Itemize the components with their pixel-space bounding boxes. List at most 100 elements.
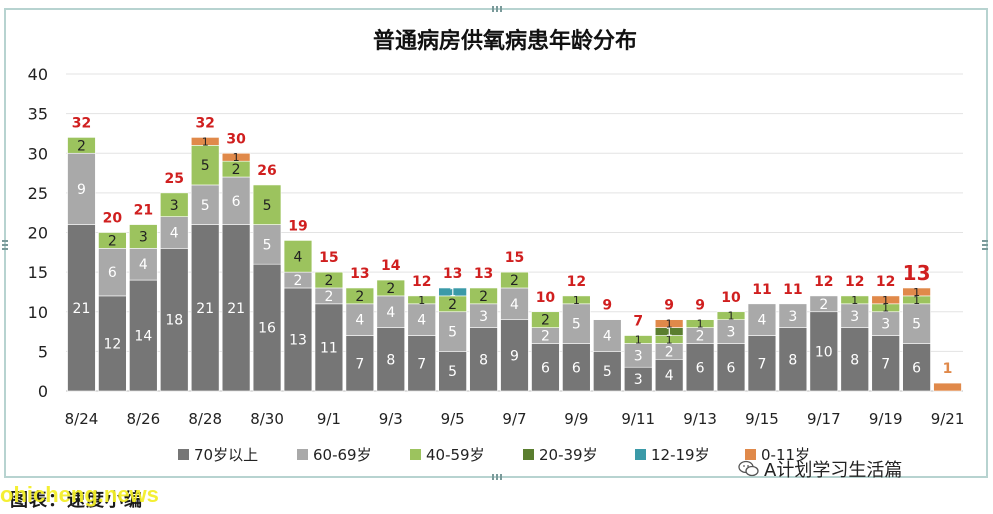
resize-handle-top[interactable] — [492, 6, 502, 12]
bar-segment — [840, 327, 869, 392]
total-label: 25 — [165, 171, 184, 187]
segment-label: 14 — [134, 329, 152, 345]
segment-label: 1 — [418, 294, 425, 307]
total-label: 19 — [288, 218, 307, 234]
bar-segment — [314, 303, 344, 392]
resize-handle-right[interactable] — [982, 240, 988, 250]
segment-label: 5 — [263, 198, 272, 214]
segment-label: 3 — [727, 325, 736, 341]
segment-label: 7 — [881, 356, 890, 372]
segment-label: 5 — [448, 325, 457, 341]
segment-label: 3 — [788, 309, 797, 325]
bar-segment — [438, 287, 467, 297]
x-tick-label: 9/9 — [564, 410, 588, 428]
segment-label: 4 — [757, 313, 766, 329]
segment-label: 4 — [510, 297, 519, 313]
bar-segment — [129, 248, 158, 281]
bar-segment — [345, 287, 375, 305]
bar-segment — [190, 224, 220, 392]
bar-segment — [562, 343, 591, 392]
bar-segment — [469, 287, 498, 305]
segment-label: 2 — [294, 273, 303, 289]
bar-segment — [283, 240, 313, 273]
total-label: 12 — [876, 274, 895, 290]
y-tick-label: 5 — [38, 342, 48, 361]
y-tick-label: 20 — [28, 224, 48, 243]
total-label: 11 — [783, 282, 802, 298]
bar-segment — [624, 335, 653, 344]
segment-label: 1 — [573, 294, 580, 307]
y-tick-label: 10 — [28, 303, 48, 322]
bar-segment — [716, 311, 746, 320]
segment-label: 4 — [355, 313, 364, 329]
x-tick-label: 8/28 — [188, 410, 222, 428]
resize-handle-bottom[interactable] — [492, 474, 502, 480]
segment-label: 2 — [77, 138, 86, 154]
segment-label: 9 — [77, 182, 86, 198]
segment-label: 6 — [696, 360, 705, 376]
legend-swatch — [745, 449, 756, 460]
bar-segment — [98, 248, 127, 297]
bar-segment — [593, 351, 622, 392]
total-label: 12 — [567, 274, 586, 290]
segment-label: 1 — [882, 302, 889, 315]
segment-label: 5 — [912, 317, 921, 333]
segment-label: 13 — [289, 333, 307, 349]
segment-label: 2 — [324, 273, 333, 289]
total-label: 9 — [664, 298, 674, 314]
x-tick-label: 9/21 — [931, 410, 965, 428]
segment-label: 4 — [665, 368, 674, 384]
segment-label: 8 — [850, 352, 859, 368]
total-label: 32 — [72, 115, 91, 131]
segment-label: 4 — [170, 226, 179, 242]
segment-label: 2 — [665, 344, 674, 360]
y-tick-label: 30 — [28, 144, 48, 163]
y-axis: 0 5 10 15 20 25 30 35 40 — [28, 65, 48, 401]
segment-label: 3 — [634, 348, 643, 364]
segment-label: 5 — [603, 364, 612, 380]
x-tick-label: 9/19 — [869, 410, 903, 428]
x-axis: 8/24 8/26 8/28 8/30 9/1 9/3 9/5 9/7 9/9 9/11 9/13 9… — [65, 410, 965, 428]
bar-segment — [252, 224, 282, 265]
bar-segment — [67, 152, 96, 225]
segment-label: 1 — [666, 326, 673, 339]
total-label: 9 — [602, 298, 612, 314]
segment-label: 9 — [510, 348, 519, 364]
legend-item: 60-69岁 — [297, 446, 372, 464]
segment-label: 2 — [541, 329, 550, 345]
x-tick-label: 8/26 — [126, 410, 160, 428]
bar-segment — [407, 295, 436, 305]
x-tick-label: 9/1 — [317, 410, 341, 428]
resize-handle-left[interactable] — [2, 240, 8, 250]
segment-label: 1 — [882, 294, 889, 307]
wechat-icon — [738, 460, 759, 477]
total-label: 13 — [474, 266, 493, 282]
legend-label: 12-19岁 — [651, 446, 710, 464]
bar-segment — [407, 303, 436, 336]
segment-label: 8 — [386, 352, 395, 368]
legend-swatch — [523, 449, 534, 460]
segment-label: 2 — [355, 289, 364, 305]
total-label: 15 — [505, 250, 524, 266]
legend: 70岁以上 60-69岁 40-59岁 20-39岁 12-19岁 0-11岁 — [178, 446, 810, 464]
bar-segment — [190, 184, 220, 225]
x-tick-label: 9/11 — [621, 410, 655, 428]
y-tick-label: 0 — [38, 382, 48, 401]
bar-segment — [469, 327, 498, 392]
segment-label: 3 — [850, 309, 859, 325]
segment-label: 5 — [263, 237, 272, 253]
bar-segment — [716, 343, 746, 392]
segment-label: 5 — [572, 317, 581, 333]
segment-label: 2 — [696, 329, 705, 345]
segment-label: 2 — [479, 289, 488, 305]
segment-label: 16 — [258, 321, 276, 337]
total-label: 12 — [814, 274, 833, 290]
segment-label: 6 — [572, 360, 581, 376]
legend-swatch — [178, 449, 189, 460]
segment-label: 6 — [541, 360, 550, 376]
segment-label: 18 — [165, 313, 183, 329]
segment-label: 1 — [666, 318, 673, 331]
legend-item: 12-19岁 — [635, 446, 710, 464]
